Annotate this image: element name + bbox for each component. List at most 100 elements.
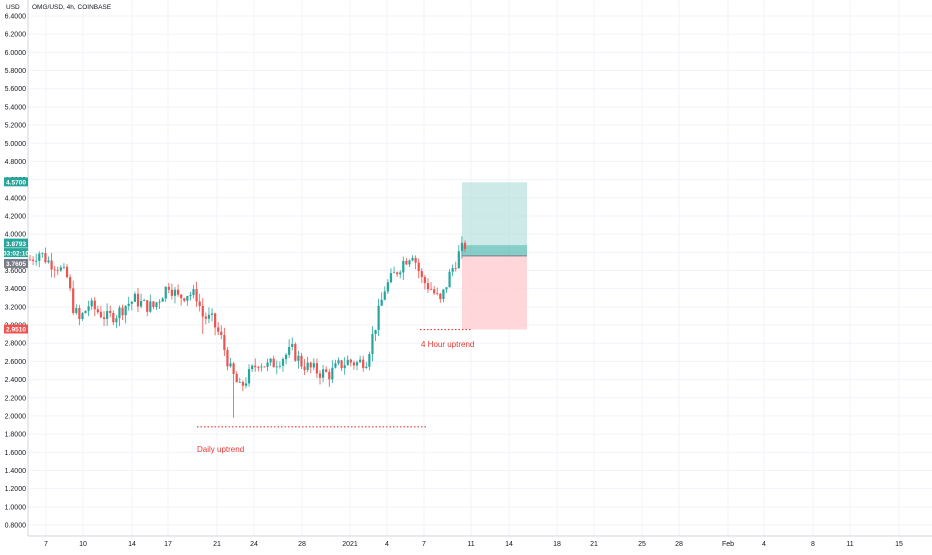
candle-body	[247, 369, 251, 384]
y-tick-label: 4.0000	[5, 232, 27, 239]
x-tick-label: 4	[385, 541, 389, 548]
candle-body	[127, 303, 130, 306]
candle-body	[349, 359, 352, 363]
candle-body	[442, 289, 445, 299]
entry-price-badge-bg	[4, 258, 28, 268]
x-tick-label: 21	[590, 541, 598, 548]
candle-body	[238, 381, 241, 383]
candle-body	[426, 283, 430, 290]
countdown-badge: 03:02:10	[3, 250, 29, 257]
candle-body	[124, 305, 127, 316]
candle-body	[411, 257, 414, 261]
candle-body	[266, 362, 269, 367]
candle-body	[90, 300, 93, 307]
y-tick-label: 1.4000	[5, 468, 27, 475]
candle-body	[241, 381, 244, 386]
y-axis[interactable]: 6.4000 6.2000 6.0000 5.8000 5.6000 5.4000 5.20…	[5, 14, 27, 530]
candle-body	[65, 266, 69, 278]
candle-body	[152, 301, 155, 307]
candle-body	[263, 366, 266, 368]
candle-body	[217, 327, 220, 332]
candle-body	[214, 313, 217, 328]
candle-body	[186, 296, 189, 301]
candle-body	[220, 331, 223, 336]
daily-uptrend-label: Daily uptrend	[197, 445, 244, 454]
x-tick-label: 18	[553, 541, 561, 548]
x-axis[interactable]: 7 10 14 17 21 24 28 2021 4 7 11 14 18 21 25 28 Feb 4 8 11 15	[44, 541, 903, 548]
x-tick-label: 28	[298, 541, 306, 548]
candle-body	[133, 293, 136, 302]
position-zones	[462, 182, 527, 330]
candle-body	[399, 272, 402, 275]
y-tick-label: 5.2000	[5, 123, 27, 130]
candle-body	[275, 366, 278, 368]
candle-body	[164, 286, 167, 299]
candle-body	[167, 286, 170, 290]
symbol-label: OMG/USD, 4h, COINBASE	[32, 4, 112, 11]
candle-body	[229, 363, 232, 367]
candle-body	[81, 313, 84, 319]
candle-body	[109, 310, 112, 313]
last-price-badge: 3.8793	[6, 241, 26, 248]
candle-body	[75, 308, 78, 313]
candle-body	[436, 293, 439, 295]
candle-body	[50, 260, 53, 270]
y-tick-label: 2.8000	[5, 341, 27, 348]
y-tick-label: 4.4000	[5, 195, 27, 202]
y-tick-label: 4.2000	[5, 213, 27, 220]
candle-body	[38, 253, 41, 261]
candle-body	[223, 335, 226, 351]
candle-body	[374, 329, 377, 335]
candle-body	[106, 310, 109, 319]
candle-body	[84, 310, 87, 314]
candle-body	[69, 277, 72, 289]
x-tick-label: 25	[638, 541, 646, 548]
x-tick-label: 11	[467, 541, 474, 548]
x-tick-label: 14	[505, 541, 513, 548]
profit-realized-zone	[462, 245, 527, 256]
candle-body	[278, 365, 281, 367]
candle-body	[439, 293, 442, 299]
x-tick-label: Feb	[722, 541, 734, 548]
y-tick-label: 2.0000	[5, 413, 27, 420]
support-levels	[197, 328, 472, 428]
candle-body	[235, 373, 238, 383]
stop-price-badge: 2.9510	[6, 327, 26, 334]
candle-body	[312, 363, 315, 368]
candle-body	[244, 383, 248, 386]
candle-body	[396, 272, 399, 275]
candle-body	[315, 363, 319, 374]
candle-body	[176, 289, 180, 295]
y-tick-label: 3.4000	[5, 286, 27, 293]
candle-body	[460, 242, 464, 252]
x-tick-label: 10	[79, 541, 87, 548]
candle-body	[53, 269, 56, 271]
candle-body	[192, 289, 195, 296]
candle-body	[309, 362, 312, 368]
candle-body	[291, 343, 294, 347]
candle-body	[325, 369, 328, 372]
candle-body	[433, 289, 436, 294]
candle-body	[121, 307, 124, 316]
four-hour-uptrend-label: 4 Hour uptrend	[421, 340, 474, 349]
stop-zone	[462, 255, 527, 330]
candle-body	[170, 289, 174, 296]
candle-body	[359, 359, 362, 363]
candle-body	[402, 260, 405, 273]
candle-body	[463, 242, 467, 249]
candle-body	[423, 277, 426, 284]
candle-body	[99, 312, 103, 318]
candle-body	[232, 363, 235, 374]
candle-body	[226, 350, 229, 367]
candle-body	[281, 359, 285, 366]
y-tick-label: 1.8000	[5, 432, 27, 439]
x-tick-label: 7	[422, 541, 426, 548]
candle-body	[59, 267, 62, 271]
candle-body	[143, 300, 146, 302]
y-tick-label: 2.6000	[5, 359, 27, 366]
candle-body	[389, 273, 393, 283]
x-tick-label: 14	[128, 541, 136, 548]
y-tick-label: 1.6000	[5, 450, 27, 457]
